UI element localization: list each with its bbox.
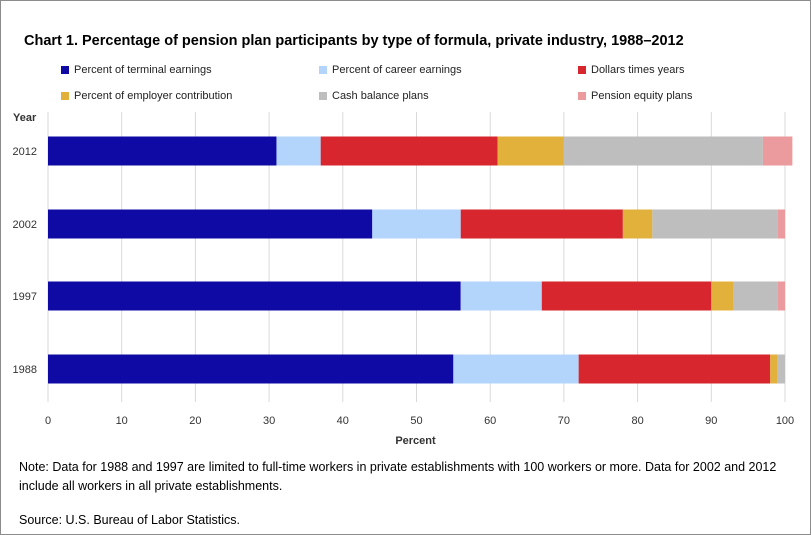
bar-segment [770, 354, 778, 384]
bar-segment [48, 136, 277, 166]
bar-segment [777, 354, 785, 384]
x-tick-label: 70 [558, 415, 570, 427]
bar-segment [578, 354, 771, 384]
bar-segment [453, 354, 579, 384]
chart-note: Note: Data for 1988 and 1997 are limited… [19, 460, 777, 493]
x-tick-label: 80 [631, 415, 643, 427]
legend-label: Cash balance plans [332, 90, 429, 102]
bar-segment [563, 136, 763, 166]
bar-segment [777, 281, 785, 311]
x-tick-label: 60 [484, 415, 496, 427]
legend-swatch [319, 92, 327, 100]
legend-label: Pension equity plans [591, 90, 693, 102]
chart-title: Chart 1. Percentage of pension plan part… [24, 33, 684, 49]
bar-segment [320, 136, 498, 166]
bar-segment [711, 281, 734, 311]
legend-item: Percent of career earnings [319, 63, 462, 77]
legend-label: Percent of employer contribution [74, 90, 233, 102]
x-tick-label: 100 [776, 415, 794, 427]
x-tick-label: 40 [337, 415, 349, 427]
legend-item: Cash balance plans [319, 89, 429, 103]
legend-label: Percent of terminal earnings [74, 64, 212, 76]
legend-swatch [578, 92, 586, 100]
bar-segment [48, 281, 461, 311]
legend-item: Dollars times years [578, 63, 685, 77]
y-tick-label: 1997 [13, 291, 37, 303]
bar-segment [460, 281, 542, 311]
chart-source: Source: U.S. Bureau of Labor Statistics. [19, 513, 240, 527]
bar-segment [652, 209, 778, 239]
x-tick-label: 90 [705, 415, 717, 427]
legend-swatch [61, 92, 69, 100]
y-tick-label: 1988 [13, 364, 37, 376]
legend-item: Pension equity plans [578, 89, 693, 103]
x-tick-label: 50 [410, 415, 422, 427]
y-axis-title: Year [13, 112, 37, 124]
x-tick-label: 20 [189, 415, 201, 427]
legend-label: Dollars times years [591, 64, 685, 76]
bar-segment [460, 209, 623, 239]
legend-item: Percent of employer contribution [61, 89, 232, 103]
bar-segment [48, 209, 373, 239]
bar-segment [777, 209, 785, 239]
legend-swatch [61, 66, 69, 74]
bar-segment [276, 136, 321, 166]
bar-segment [762, 136, 793, 166]
legend-swatch [319, 66, 327, 74]
x-tick-label: 30 [263, 415, 275, 427]
legend-label: Percent of career earnings [332, 64, 462, 76]
legend-swatch [578, 66, 586, 74]
bar-segment [622, 209, 653, 239]
x-tick-label: 0 [45, 415, 51, 427]
x-axis-title: Percent [395, 435, 436, 447]
legend-item: Percent of terminal earnings [61, 63, 212, 77]
x-tick-label: 10 [116, 415, 128, 427]
y-tick-label: 2012 [13, 146, 37, 158]
bar-segment [372, 209, 461, 239]
bar-segment [497, 136, 564, 166]
bar-segment [48, 354, 454, 384]
y-tick-label: 2002 [13, 219, 37, 231]
bar-segment [733, 281, 778, 311]
bar-segment [541, 281, 712, 311]
